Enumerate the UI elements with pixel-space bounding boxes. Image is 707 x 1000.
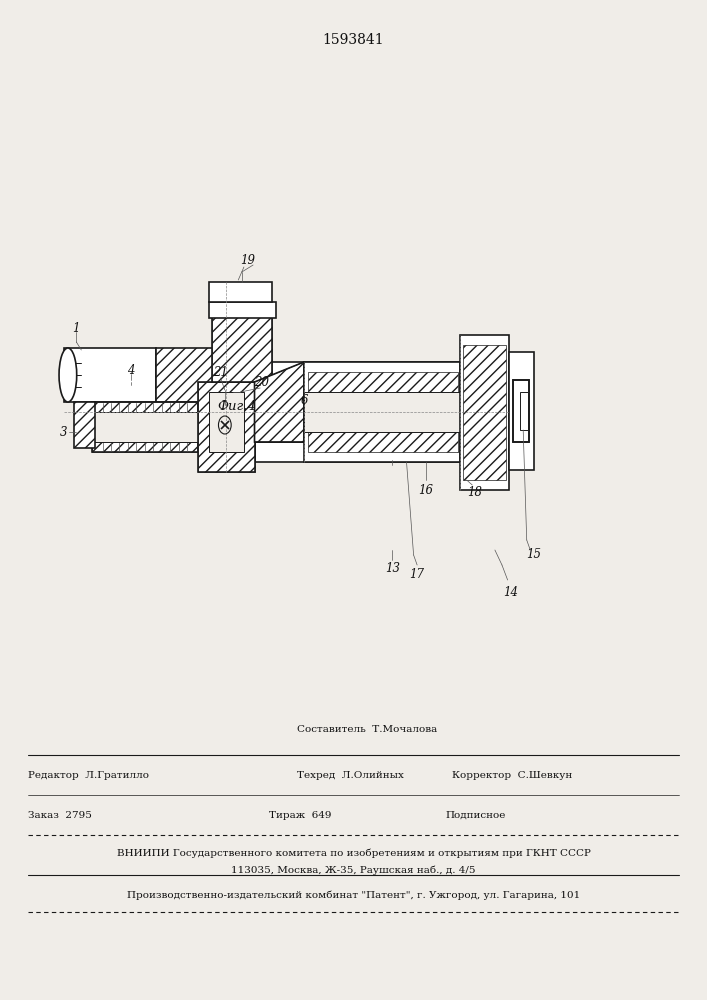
Text: 4: 4 [127, 363, 134, 376]
Text: 15: 15 [526, 548, 542, 562]
Text: 6: 6 [300, 393, 308, 406]
Polygon shape [304, 362, 460, 462]
Text: 20: 20 [254, 375, 269, 388]
Text: 14: 14 [503, 585, 518, 598]
Text: Техред  Л.Олийных: Техред Л.Олийных [297, 770, 404, 780]
Polygon shape [156, 348, 226, 402]
Polygon shape [255, 362, 460, 462]
Text: 19: 19 [240, 253, 255, 266]
Text: ВНИИПИ Государственного комитета по изобретениям и открытиям при ГКНТ СССР: ВНИИПИ Государственного комитета по изоб… [117, 848, 590, 858]
Text: 18: 18 [467, 486, 483, 498]
Text: 3: 3 [60, 426, 67, 438]
Polygon shape [74, 402, 95, 448]
Text: 1: 1 [73, 322, 80, 334]
Polygon shape [156, 358, 226, 392]
Polygon shape [509, 352, 534, 470]
Text: Редактор  Л.Гратилло: Редактор Л.Гратилло [28, 770, 149, 780]
Polygon shape [198, 382, 255, 472]
Text: Заказ  2795: Заказ 2795 [28, 810, 92, 820]
Ellipse shape [59, 348, 76, 402]
Text: 17: 17 [409, 568, 425, 582]
Polygon shape [212, 315, 272, 382]
Bar [520, 392, 528, 430]
Polygon shape [92, 412, 198, 442]
Polygon shape [460, 335, 509, 490]
Text: Составитель  Т.Мочалова: Составитель Т.Мочалова [297, 724, 437, 734]
Text: 113035, Москва, Ж-35, Раушская наб., д. 4/5: 113035, Москва, Ж-35, Раушская наб., д. … [231, 865, 476, 875]
Text: Тираж  649: Тираж 649 [269, 810, 331, 820]
Text: Фиг.4: Фиг.4 [218, 400, 256, 413]
Text: Подписное: Подписное [445, 810, 506, 820]
Polygon shape [304, 392, 460, 432]
Text: 1593841: 1593841 [322, 33, 385, 47]
Text: 13: 13 [385, 562, 400, 574]
Polygon shape [92, 402, 198, 452]
Text: Производственно-издательский комбинат "Патент", г. Ужгород, ул. Гагарина, 101: Производственно-издательский комбинат "П… [127, 890, 580, 900]
Text: Корректор  С.Шевкун: Корректор С.Шевкун [452, 770, 573, 780]
Polygon shape [209, 392, 244, 452]
Text: 16: 16 [418, 484, 433, 496]
Text: 21: 21 [213, 365, 228, 378]
Polygon shape [209, 282, 272, 302]
Polygon shape [255, 382, 481, 442]
Polygon shape [255, 362, 304, 442]
Polygon shape [209, 302, 276, 318]
Polygon shape [64, 348, 156, 402]
Polygon shape [513, 380, 529, 442]
